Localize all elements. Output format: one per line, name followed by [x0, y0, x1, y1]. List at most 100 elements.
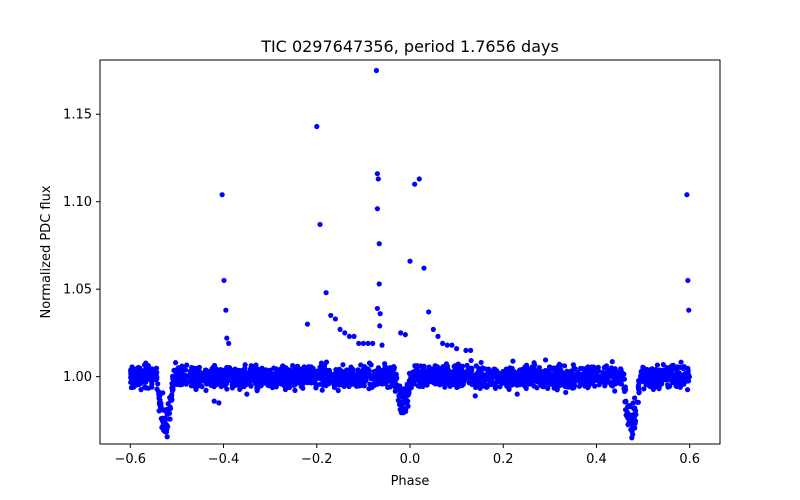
- outlier-point: [402, 332, 408, 338]
- data-point: [164, 434, 170, 440]
- data-point: [355, 378, 361, 384]
- data-point: [392, 382, 398, 388]
- data-point: [163, 407, 169, 413]
- data-point: [167, 404, 173, 410]
- data-point: [396, 386, 402, 392]
- outlier-point: [435, 333, 441, 340]
- data-point: [340, 362, 346, 368]
- data-point: [665, 382, 671, 388]
- data-point: [408, 385, 414, 391]
- data-point: [624, 409, 630, 415]
- data-point: [292, 387, 298, 393]
- data-point: [278, 379, 285, 385]
- x-tick-label: 0.0: [400, 452, 421, 467]
- data-point: [542, 357, 549, 363]
- outlier-point: [314, 123, 320, 130]
- data-point: [629, 435, 635, 441]
- data-point: [419, 375, 425, 382]
- data-point: [341, 374, 347, 380]
- outlier-point: [342, 330, 348, 336]
- data-point: [210, 364, 217, 370]
- data-point: [143, 377, 149, 383]
- data-point: [443, 371, 450, 377]
- data-point: [179, 365, 185, 371]
- x-tick-label: −0.6: [115, 452, 147, 467]
- data-point: [156, 400, 162, 407]
- data-point: [473, 381, 479, 388]
- data-point: [612, 381, 618, 387]
- outlier-point: [377, 323, 383, 329]
- data-point: [191, 380, 198, 386]
- data-point: [193, 386, 199, 393]
- data-point: [172, 379, 178, 386]
- outlier-point: [373, 67, 380, 74]
- data-point: [594, 377, 601, 384]
- data-point: [632, 405, 638, 411]
- data-point: [430, 379, 436, 386]
- data-point: [243, 382, 249, 388]
- data-point: [632, 395, 638, 401]
- outlier-point: [223, 307, 229, 313]
- data-point: [257, 379, 263, 385]
- data-point: [284, 377, 290, 383]
- data-point: [397, 400, 404, 406]
- data-point: [478, 359, 484, 366]
- data-point: [636, 390, 642, 396]
- data-point: [320, 370, 326, 376]
- outlier-point: [426, 309, 432, 315]
- data-point: [446, 381, 452, 387]
- data-point: [263, 367, 269, 373]
- data-point: [655, 369, 661, 375]
- data-point: [482, 366, 489, 372]
- data-point: [313, 371, 319, 377]
- data-point: [130, 365, 136, 372]
- data-points: [128, 67, 692, 441]
- data-point: [325, 370, 332, 377]
- data-point: [541, 370, 548, 377]
- data-point: [254, 385, 260, 391]
- outlier-point: [398, 330, 404, 336]
- outlier-point: [337, 326, 343, 333]
- data-point: [359, 372, 365, 379]
- x-axis-label: Phase: [391, 474, 430, 489]
- x-axis-ticks: −0.6 −0.4 −0.2 0.0 0.2 0.4 0.6: [115, 444, 700, 467]
- data-point: [571, 366, 577, 372]
- data-point: [638, 369, 644, 375]
- data-point: [278, 365, 284, 372]
- data-point: [535, 379, 541, 385]
- data-point: [454, 367, 460, 373]
- data-point: [554, 378, 560, 384]
- data-point: [335, 369, 341, 375]
- data-point: [135, 369, 141, 375]
- data-point: [612, 388, 618, 394]
- outlier-point: [416, 176, 422, 182]
- outlier-point: [468, 347, 474, 354]
- data-point: [516, 382, 522, 388]
- outlier-point: [332, 316, 339, 322]
- data-point: [371, 374, 377, 380]
- data-point: [546, 367, 553, 373]
- data-point: [298, 370, 305, 376]
- data-point: [560, 371, 566, 378]
- outlier-point: [376, 241, 382, 247]
- y-tick-label: 1.00: [63, 370, 92, 385]
- data-point: [485, 382, 491, 389]
- data-point: [218, 383, 224, 390]
- data-point: [355, 367, 361, 373]
- outlier-point: [407, 258, 413, 264]
- data-point: [596, 382, 602, 388]
- data-point: [347, 378, 353, 384]
- data-point: [592, 383, 598, 389]
- data-point: [382, 368, 389, 374]
- data-point: [473, 377, 479, 384]
- data-point: [346, 372, 352, 378]
- outlier-point: [374, 206, 380, 212]
- data-point: [161, 419, 168, 425]
- data-point: [534, 385, 540, 391]
- data-point: [684, 377, 690, 383]
- data-point: [235, 382, 241, 388]
- data-point: [280, 372, 287, 379]
- data-point: [242, 365, 248, 371]
- data-point: [536, 368, 542, 374]
